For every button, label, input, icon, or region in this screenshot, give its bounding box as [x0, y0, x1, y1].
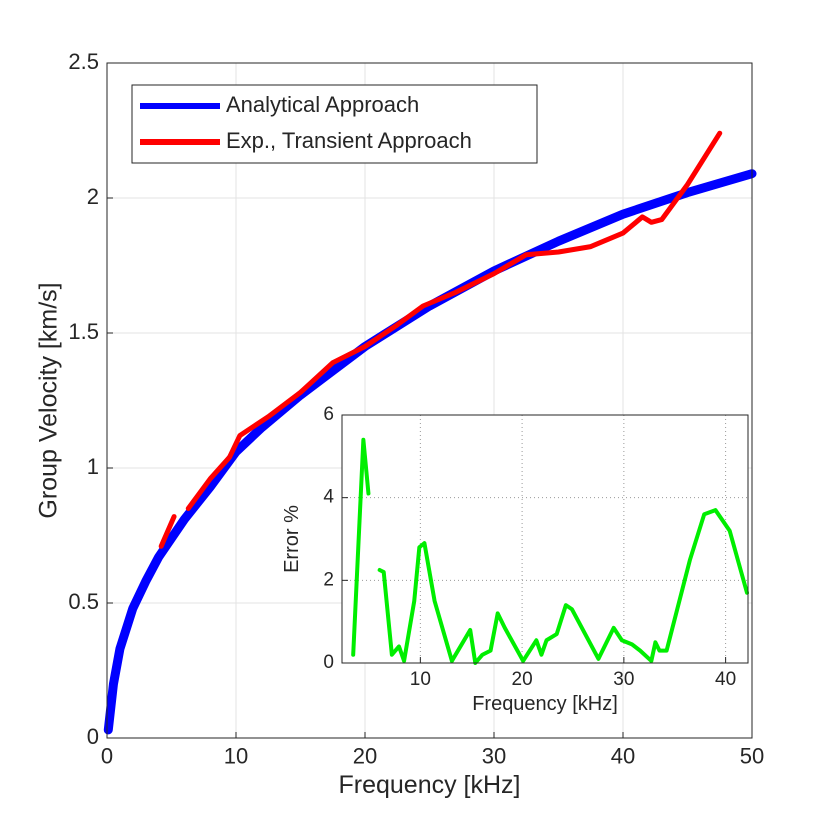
x-tick-label: 20 [512, 669, 533, 690]
y-tick-label: 2 [87, 184, 99, 209]
axes-frame [106, 62, 753, 739]
data-line [103, 169, 757, 735]
axes-frame [341, 414, 749, 664]
x-axis-label: Frequency [kHz] [472, 693, 618, 715]
data-line [185, 130, 723, 511]
x-axis-label: Frequency [kHz] [338, 771, 520, 799]
legend-label: Analytical Approach [226, 92, 419, 117]
y-tick-label: 4 [323, 487, 334, 508]
y-tick-label: 6 [323, 404, 334, 425]
y-axis-label: Error % [281, 505, 303, 573]
data-line [351, 437, 371, 657]
y-tick-label: 1.5 [68, 319, 99, 344]
x-tick-label: 50 [740, 744, 764, 769]
x-tick-label: 10 [410, 669, 431, 690]
legend: Analytical Approach Exp., Transient Appro… [131, 84, 538, 164]
x-tick-label: 40 [715, 669, 736, 690]
x-tick-label: 0 [101, 744, 113, 769]
axes: 10 20 30 40 0 2 4 6 Frequency [kHz] Error % [281, 404, 749, 715]
y-tick-label: 2 [323, 569, 334, 590]
plot-area [342, 415, 748, 663]
y-axis-label: Group Velocity [km/s] [34, 282, 62, 518]
x-tick-label: 30 [613, 669, 634, 690]
y-tick-label: 0 [87, 724, 99, 749]
y-tick-label: 0 [323, 652, 334, 673]
data-line [377, 508, 749, 665]
data-line [158, 514, 177, 549]
x-tick-label: 10 [224, 744, 248, 769]
y-tick-label: 1 [87, 454, 99, 479]
x-tick-label: 40 [611, 744, 635, 769]
legend-label: Exp., Transient Approach [226, 128, 472, 153]
x-tick-label: 30 [482, 744, 506, 769]
legend-box [131, 84, 538, 164]
x-tick-label: 20 [353, 744, 377, 769]
y-tick-label: 2.5 [68, 49, 99, 74]
y-tick-label: 0.5 [68, 589, 99, 614]
